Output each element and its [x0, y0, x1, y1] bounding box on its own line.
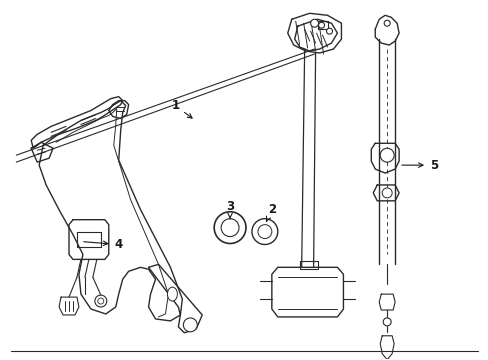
Text: 1: 1: [171, 99, 192, 118]
Polygon shape: [287, 13, 341, 53]
Polygon shape: [31, 142, 53, 162]
Polygon shape: [372, 185, 398, 201]
Polygon shape: [108, 100, 128, 118]
Polygon shape: [299, 261, 317, 269]
Polygon shape: [380, 336, 393, 360]
Polygon shape: [59, 297, 79, 315]
Ellipse shape: [167, 287, 177, 301]
Circle shape: [98, 298, 103, 304]
Circle shape: [95, 295, 106, 307]
Text: 4: 4: [83, 238, 122, 251]
Circle shape: [310, 19, 318, 27]
Circle shape: [326, 28, 332, 34]
Polygon shape: [317, 21, 327, 29]
Polygon shape: [374, 15, 398, 45]
Circle shape: [251, 219, 277, 244]
Polygon shape: [370, 143, 398, 173]
Polygon shape: [69, 220, 108, 260]
Polygon shape: [31, 96, 122, 148]
Polygon shape: [39, 100, 182, 321]
Circle shape: [221, 219, 239, 237]
Text: 2: 2: [266, 203, 275, 222]
Polygon shape: [271, 267, 343, 317]
Circle shape: [257, 225, 271, 239]
Circle shape: [383, 318, 390, 326]
Circle shape: [318, 22, 324, 28]
Circle shape: [183, 318, 197, 332]
Text: 5: 5: [401, 159, 437, 172]
Circle shape: [380, 148, 393, 162]
Polygon shape: [379, 294, 394, 310]
Circle shape: [214, 212, 245, 243]
Polygon shape: [294, 19, 337, 51]
Polygon shape: [148, 264, 202, 333]
Circle shape: [384, 20, 389, 26]
Circle shape: [382, 188, 391, 198]
Text: 3: 3: [225, 200, 234, 219]
